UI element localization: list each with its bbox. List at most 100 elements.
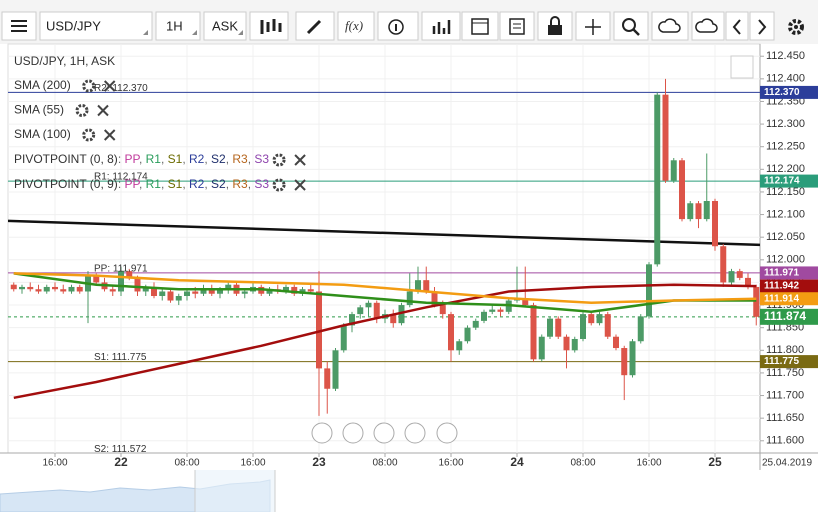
reset[interactable] (373, 422, 395, 444)
candle-body (316, 291, 322, 369)
y-tick-label: 112.200 (766, 163, 805, 175)
candle-body (604, 314, 611, 337)
candle-body (497, 309, 504, 312)
info-button[interactable] (377, 11, 419, 41)
trendline (8, 219, 760, 247)
function-button[interactable]: f(x) (337, 11, 375, 41)
candle-body (398, 305, 405, 324)
download-button[interactable] (691, 11, 725, 41)
pivot-level-label: S2: 111.572 (94, 444, 147, 455)
side-select[interactable]: ASK (203, 11, 247, 41)
legend-part: PIVOTPOINT (0, 9) (14, 177, 118, 191)
zoom-out[interactable] (342, 422, 364, 444)
indicators-button[interactable] (421, 11, 461, 41)
x-tick-label: 23 (312, 455, 326, 469)
candle-body (745, 277, 751, 287)
crosshair-date: 25.04.2019 (762, 458, 812, 469)
last-price-label-bg (760, 308, 818, 325)
symbol-select[interactable]: USD/JPY (39, 11, 153, 41)
candle-body (175, 296, 182, 301)
legend-part: PP (124, 177, 140, 191)
draw-button[interactable] (295, 11, 335, 41)
remove-icon[interactable] (97, 104, 109, 117)
y-tick-label: 112.150 (766, 186, 805, 198)
menu-button[interactable] (1, 11, 37, 41)
level-price-label: 112.174 (764, 176, 800, 187)
legend-part: S3 (254, 177, 269, 191)
calendar-button[interactable] (461, 11, 499, 41)
zoom-in[interactable] (404, 422, 426, 444)
candle-body (629, 341, 636, 376)
candle-body (580, 314, 586, 339)
candle-body (365, 302, 372, 308)
x-tick-label: 16:00 (636, 458, 661, 469)
sma-line (13, 283, 757, 400)
legend-part: S2 (211, 152, 226, 166)
candle-body (736, 271, 743, 278)
popout-button[interactable] (730, 55, 754, 79)
candle-body (522, 298, 529, 306)
function-label: f(x) (345, 18, 363, 33)
candle-body (324, 368, 331, 389)
interval-select[interactable]: 1H (155, 11, 201, 41)
sma-price-label-bg (760, 279, 818, 293)
candle-body (423, 280, 430, 292)
upload-button[interactable] (651, 11, 689, 41)
scroll-right[interactable] (436, 422, 458, 444)
legend-part: , (226, 152, 233, 166)
level-price-label: 112.370 (764, 87, 800, 98)
candle-body (349, 314, 355, 326)
settings-button[interactable] (788, 19, 804, 35)
chart-type-button[interactable] (249, 11, 289, 41)
legend-part: S3 (254, 152, 269, 166)
settings-icon[interactable] (272, 178, 286, 192)
legend-part: : (118, 152, 125, 166)
candle-body (241, 291, 248, 294)
legend-part: PIVOTPOINT (0, 8) (14, 152, 118, 166)
y-tick-label: 112.050 (766, 231, 805, 243)
zoom-button[interactable] (613, 11, 649, 41)
crosshair-button[interactable] (575, 11, 611, 41)
candle-body (481, 311, 487, 321)
candle-body (332, 350, 339, 389)
settings-icon[interactable] (82, 128, 96, 142)
remove-icon[interactable] (103, 80, 116, 92)
y-tick-label: 112.400 (766, 73, 805, 85)
candle-body (60, 289, 67, 292)
candle-body (109, 289, 116, 292)
settings-icon[interactable] (272, 153, 286, 167)
candle-body (712, 200, 718, 247)
candle-body (390, 314, 397, 324)
lock-button[interactable] (537, 11, 573, 41)
candle-body (35, 289, 42, 292)
pivot-level-label: PP: 111.971 (94, 264, 148, 275)
legend-part: , (182, 152, 189, 166)
settings-icon[interactable] (75, 104, 89, 117)
x-tick-label: 08:00 (570, 458, 595, 469)
candle-body (646, 264, 652, 317)
candle-body (530, 305, 537, 360)
candle-body (340, 325, 347, 351)
candle-body (283, 286, 289, 292)
remove-icon[interactable] (294, 179, 306, 191)
last-price-label: 111.874 (764, 309, 806, 323)
candle-body (76, 286, 83, 292)
legend-part: R1 (146, 177, 162, 191)
scroll-left[interactable] (311, 422, 333, 444)
candle-body (52, 286, 58, 290)
level-price-label: 111.971 (764, 268, 799, 279)
candle-body (208, 289, 215, 294)
remove-icon[interactable] (103, 129, 116, 141)
remove-icon[interactable] (294, 154, 306, 166)
back-button[interactable] (725, 11, 749, 41)
legend-part: , (161, 152, 168, 166)
report-button[interactable] (499, 11, 535, 41)
legend-part: PP (124, 152, 140, 166)
settings-icon[interactable] (82, 79, 96, 93)
x-tick-label: 22 (114, 455, 128, 469)
candle-body (10, 284, 17, 290)
x-tick-label: 16:00 (438, 458, 463, 469)
candle-body (406, 291, 413, 306)
forward-button[interactable] (749, 11, 775, 41)
pivot-level-label: S1: 111.775 (94, 352, 147, 363)
